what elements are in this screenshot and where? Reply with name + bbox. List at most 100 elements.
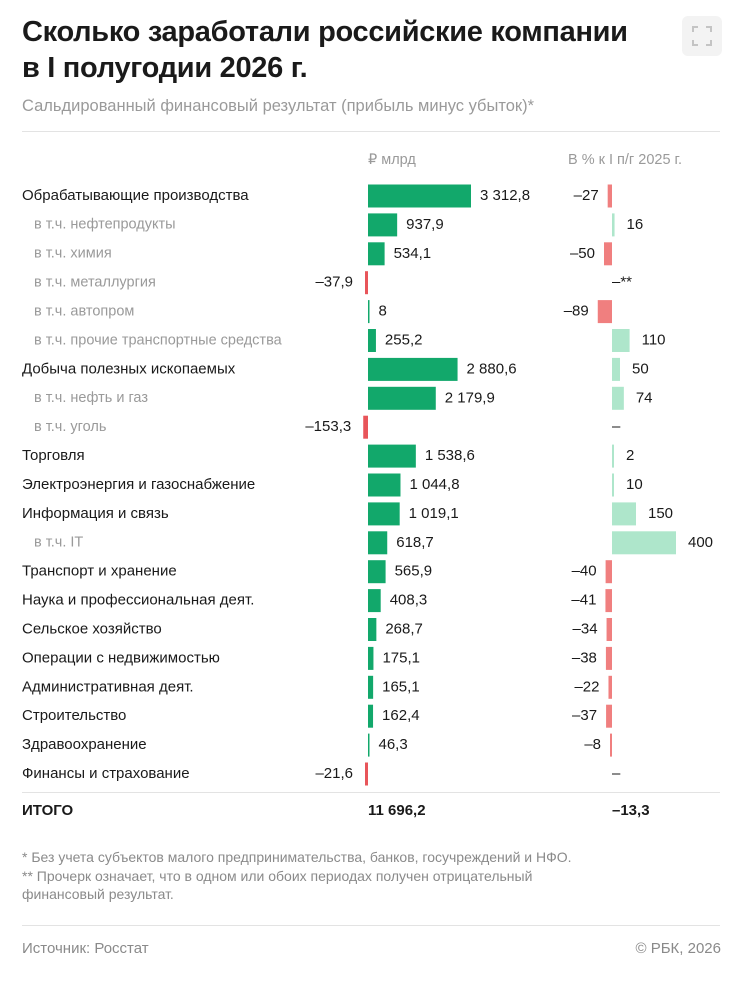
change-label: 150: [648, 505, 673, 522]
value-label: 618,7: [396, 534, 434, 551]
value-label: 268,7: [385, 620, 423, 637]
subcategory-label: в т.ч. автопром: [34, 303, 134, 319]
value-label: 1 538,6: [425, 447, 475, 464]
chart-title-line-1: Сколько заработали российские компании: [22, 16, 628, 48]
change-label: –40: [572, 563, 597, 580]
value-bar: [368, 386, 436, 410]
change-label: –**: [612, 274, 632, 291]
change-bar: [612, 502, 636, 526]
subcategory-label: в т.ч. уголь: [34, 419, 106, 435]
category-label: Обрабатывающие производства: [22, 187, 249, 204]
change-bar: [605, 589, 612, 613]
change-bar: [607, 184, 612, 208]
category-label: Сельское хозяйство: [22, 620, 162, 637]
category-label: Административная деят.: [22, 678, 194, 695]
subcategory-label: в т.ч. химия: [34, 246, 112, 262]
category-label: Электроэнергия и газоснабжение: [22, 476, 255, 493]
change-bar: [612, 357, 620, 381]
value-bar: [365, 271, 368, 295]
value-label: 2 179,9: [445, 389, 495, 406]
value-bar: [368, 213, 398, 237]
value-column-header: ₽ млрд: [368, 152, 416, 168]
category-label: Торговля: [22, 447, 85, 464]
change-bar: [604, 242, 612, 266]
value-bar: [368, 531, 388, 555]
change-bar: [612, 213, 615, 237]
change-label: –: [612, 765, 621, 782]
divider-top: [22, 131, 720, 132]
change-bar: [612, 444, 614, 468]
total-value: 11 696,2: [368, 802, 426, 819]
change-bar: [597, 300, 612, 324]
change-column-header: В % к I п/г 2025 г.: [568, 152, 683, 168]
change-label: –50: [570, 245, 595, 262]
divider-total: [22, 792, 720, 793]
subcategory-label: в т.ч. прочие транспортные средства: [34, 332, 283, 348]
value-label: 255,2: [385, 331, 423, 348]
value-label: 162,4: [382, 707, 420, 724]
value-label: 565,9: [395, 563, 433, 580]
source-note: Источник: Росстат: [22, 940, 149, 957]
value-bar: [363, 415, 368, 439]
value-bar: [368, 675, 374, 699]
change-bar: [612, 531, 676, 555]
chart-title: Сколько заработали российские компании в…: [22, 14, 662, 86]
category-label: Добыча полезных ископаемых: [22, 360, 236, 377]
footnotes: * Без учета субъектов малого предпринима…: [22, 848, 722, 904]
copyright-note: © РБК, 2026: [635, 940, 721, 957]
value-label: 408,3: [390, 592, 428, 609]
value-bar: [368, 329, 376, 352]
value-bar: [368, 357, 458, 381]
category-label: Операции с недвижимостью: [22, 649, 220, 666]
category-label: Финансы и страхование: [22, 765, 190, 782]
fullscreen-expand-icon[interactable]: [682, 16, 722, 56]
chart-subtitle: Сальдированный финансовый результат (при…: [22, 97, 535, 115]
change-label: –34: [573, 620, 598, 637]
change-label: –22: [574, 678, 599, 695]
change-bar: [612, 473, 614, 497]
change-label: 74: [636, 389, 653, 406]
footnote-2-line-1: ** Прочерк означает, что в одном или обо…: [22, 867, 533, 884]
change-label: –37: [572, 707, 597, 724]
change-label: –41: [571, 592, 596, 609]
change-bar: [606, 618, 612, 641]
value-bar: [368, 618, 377, 641]
value-bar: [365, 762, 368, 786]
value-bar: [368, 300, 370, 324]
value-label: 3 312,8: [480, 187, 530, 204]
value-label: –21,6: [315, 765, 353, 782]
chart-title-line-2: в I полугодии 2026 г.: [22, 52, 308, 84]
change-label: 50: [632, 360, 649, 377]
subcategory-label: в т.ч. металлургия: [34, 275, 156, 291]
value-label: 175,1: [382, 649, 420, 666]
value-label: 2 880,6: [467, 360, 517, 377]
value-label: 1 044,8: [409, 476, 459, 493]
value-label: –153,3: [305, 418, 351, 435]
change-bar: [612, 329, 630, 352]
value-bar: [368, 502, 400, 526]
change-label: 110: [642, 331, 666, 348]
change-label: 16: [627, 216, 644, 233]
change-bar: [610, 733, 612, 757]
change-bar: [605, 646, 612, 670]
category-label: Строительство: [22, 707, 126, 724]
change-label: –38: [572, 649, 597, 666]
total-change: –13,3: [612, 802, 650, 819]
category-label: Наука и профессиональная деят.: [22, 592, 254, 609]
value-label: 937,9: [406, 216, 444, 233]
value-bar: [368, 184, 471, 208]
change-bar: [605, 560, 612, 584]
value-bar: [368, 560, 386, 584]
category-label: Здравоохранение: [22, 736, 147, 753]
value-label: 165,1: [382, 678, 420, 695]
subcategory-label: в т.ч. IT: [34, 535, 83, 551]
value-label: 8: [379, 303, 387, 320]
footnote-1: * Без учета субъектов малого предпринима…: [22, 849, 572, 865]
value-bar: [368, 589, 381, 613]
change-bar: [606, 704, 612, 728]
value-bar: [368, 473, 401, 497]
value-label: 46,3: [379, 736, 408, 753]
change-label: 400: [688, 534, 713, 551]
total-label: ИТОГО: [22, 802, 74, 819]
change-label: 10: [626, 476, 643, 493]
